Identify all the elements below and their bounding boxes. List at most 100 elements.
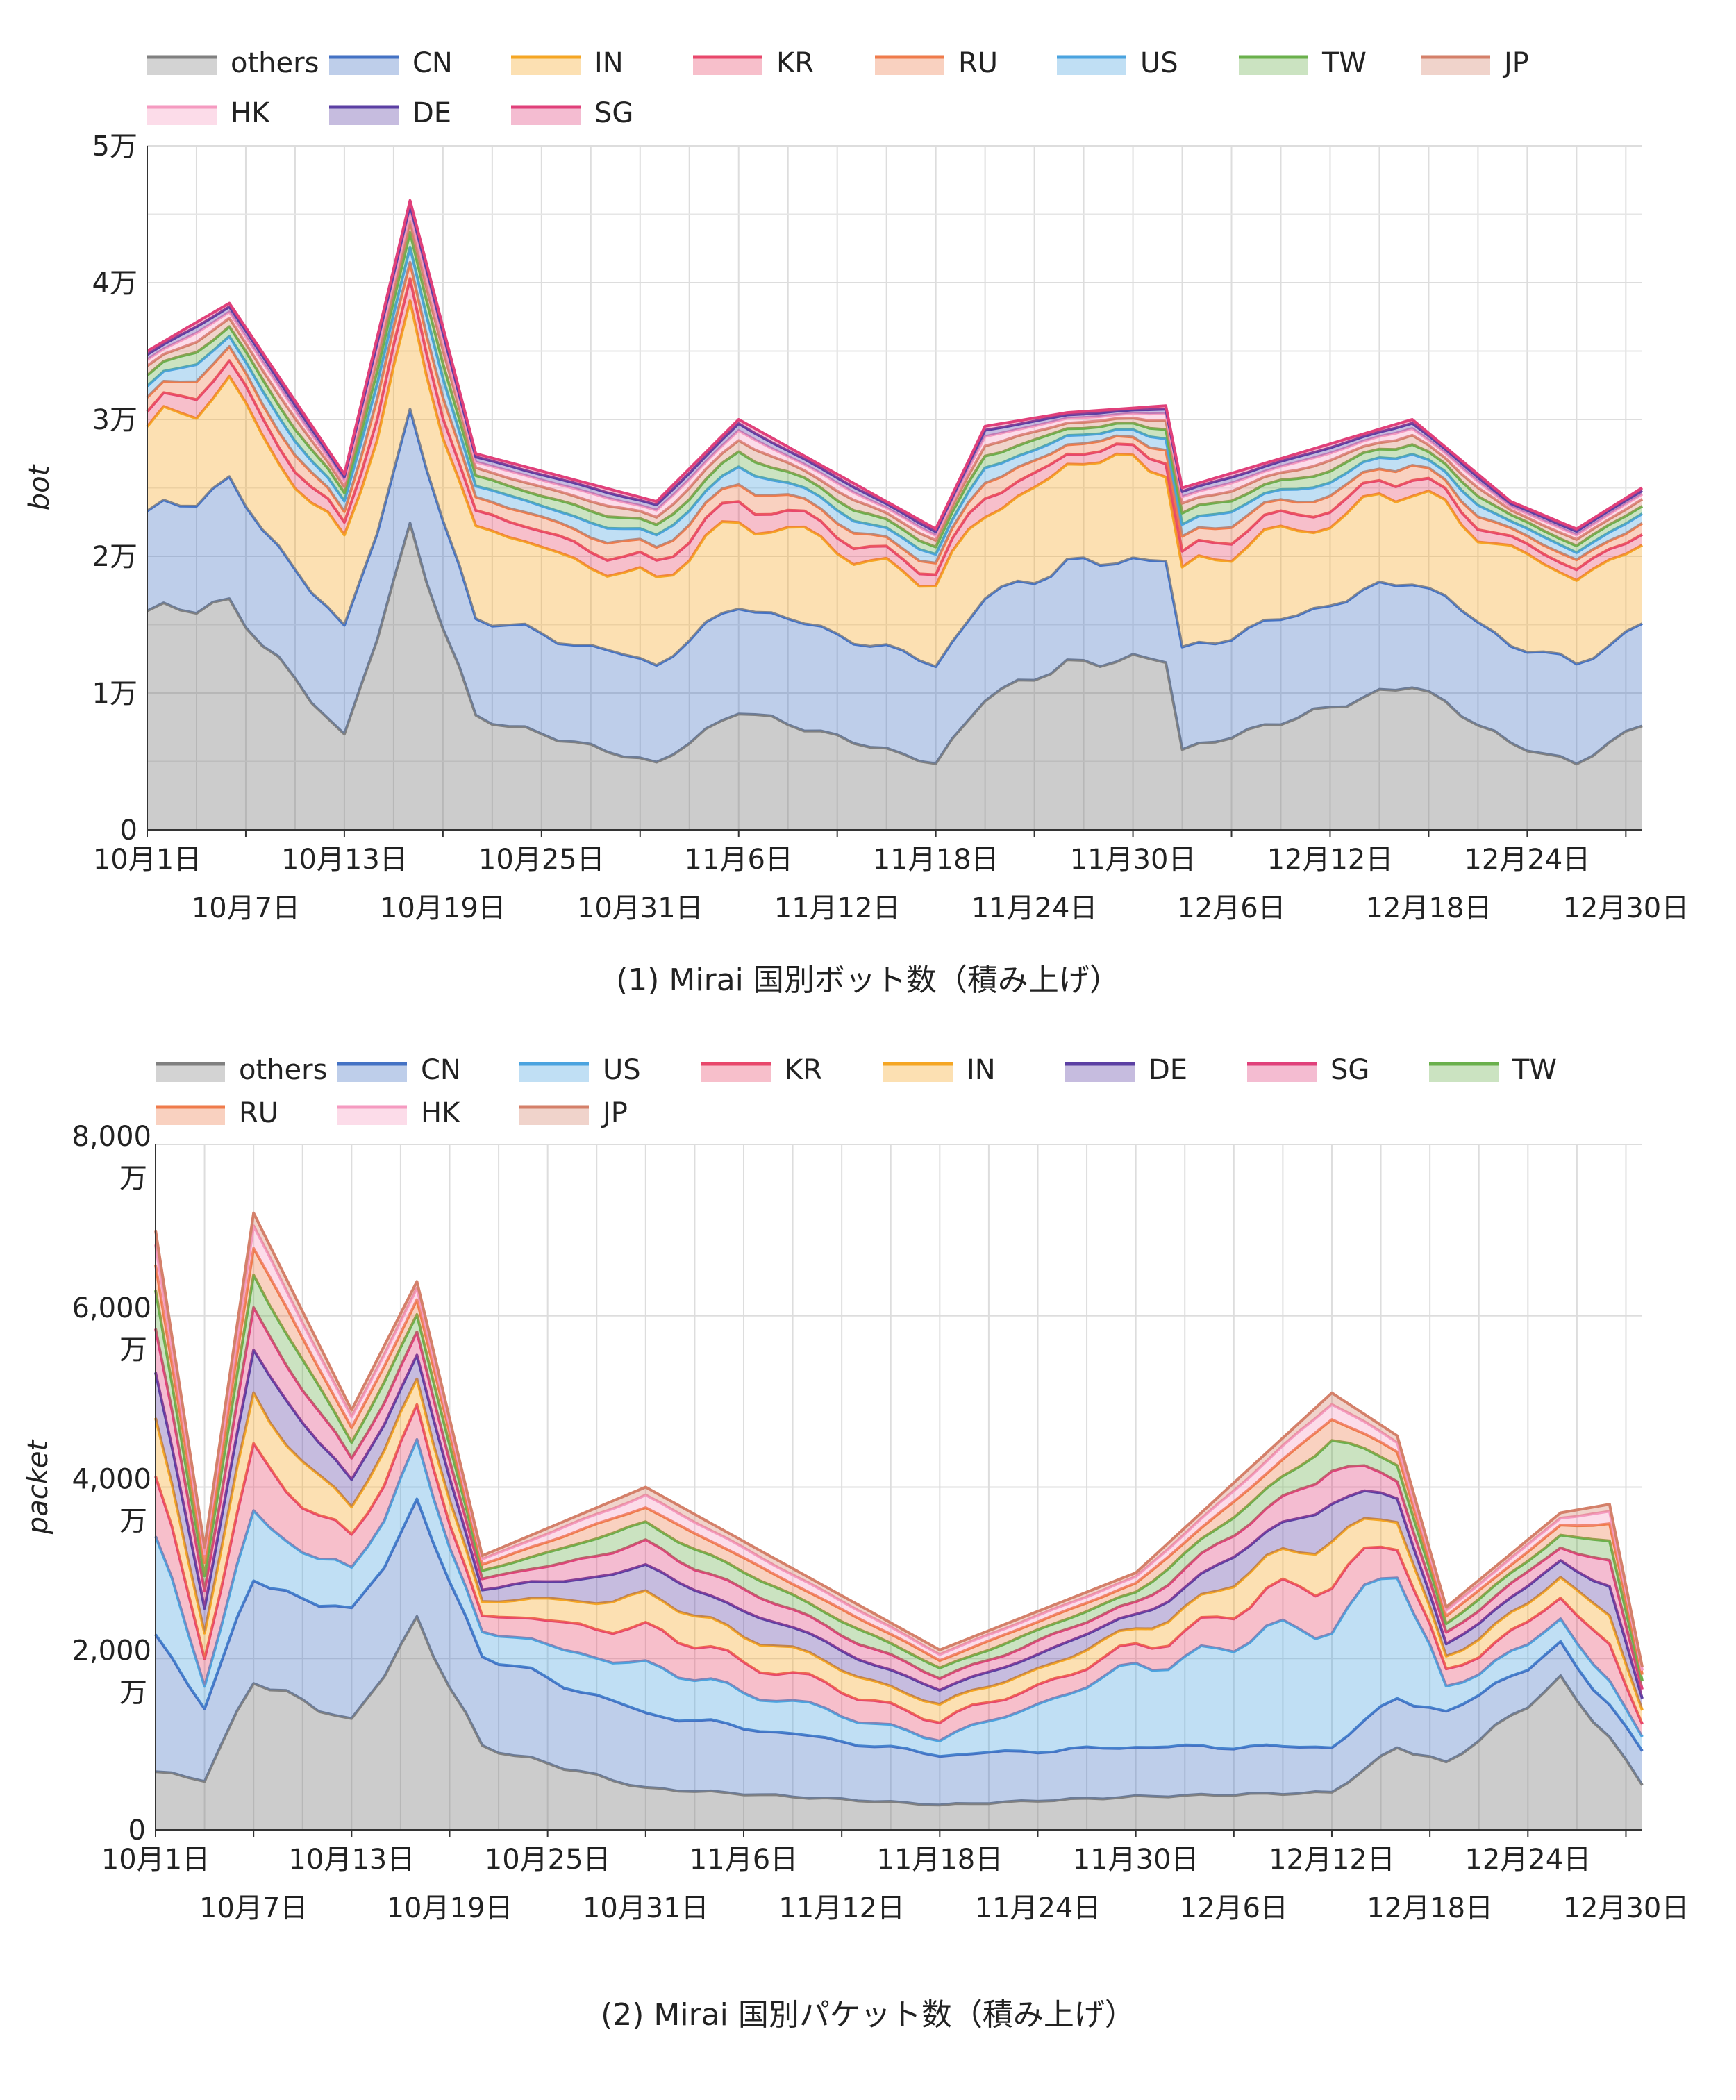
legend-label: DE [1149, 1054, 1187, 1086]
series-line-us [154, 1438, 1644, 1742]
legend-swatch [1239, 57, 1308, 75]
legend-item-others: others [156, 1054, 327, 1086]
legend-label: IN [967, 1054, 996, 1086]
y-tick-label: 4,000 [72, 1464, 151, 1496]
packet-chart-caption: (2) Mirai 国別パケット数（積み上げ） [601, 1997, 1135, 2033]
series-line-in [146, 299, 1643, 588]
series-line-others [147, 522, 1643, 766]
y-tick-label: 2,000 [72, 1635, 151, 1667]
bot-chart-caption: (1) Mirai 国別ボット数（積み上げ） [616, 962, 1120, 998]
series-line-tw [154, 1274, 1644, 1681]
x-tick-labels: 10月1日 10月7日 10月13日 10月19日 10月25日 10月31日 11月6日 1… [93, 830, 1689, 924]
legend-swatch [337, 1107, 407, 1125]
area-others [156, 1616, 1642, 1830]
series-line-jp [154, 1211, 1644, 1667]
legend-label: JP [1502, 47, 1529, 79]
legend-swatch [511, 57, 581, 75]
x-tick-label: 10月31日 [577, 892, 703, 924]
x-tick-label: 12月30日 [1562, 892, 1689, 924]
legend-item-tw: TW [1239, 47, 1367, 79]
legend-swatch [1429, 1064, 1499, 1082]
x-tick-label: 10月19日 [380, 892, 506, 924]
chart-legend: others CN US KR IN DE SG TW RU HK JP [156, 1054, 1557, 1129]
legend-swatch [337, 1064, 407, 1082]
x-tick-label: 11月24日 [975, 1892, 1101, 1924]
legend-swatch [329, 107, 399, 125]
y-tick-label-unit: 万 [119, 1162, 147, 1194]
y-tick-label: 4万 [92, 267, 137, 299]
x-tick-label: 11月18日 [876, 1844, 1003, 1876]
legend-swatch [701, 1064, 771, 1082]
series-line-others [155, 1615, 1644, 1807]
chart-panel-bot: others CN IN KR RU US TW JP HK DE SG 0 1万 2万 3万 4万 5万 bot… [0, 0, 1736, 1021]
x-tick-label: 12月6日 [1180, 1892, 1288, 1924]
area-kr [147, 278, 1642, 587]
area-us [147, 247, 1642, 563]
series-line-ru [154, 1247, 1644, 1676]
y-tick-label: 2万 [92, 541, 137, 573]
legend-swatch [1247, 1064, 1317, 1082]
legend-label: SG [1330, 1054, 1369, 1086]
legend-swatch [329, 57, 399, 75]
stacked-areas [146, 199, 1644, 830]
legend-label: TW [1321, 47, 1367, 79]
y-axis-label: packet [22, 1440, 54, 1535]
x-tick-label: 12月30日 [1563, 1892, 1689, 1924]
legend-item-tw: TW [1429, 1054, 1557, 1086]
legend-label: US [603, 1054, 641, 1086]
series-line-cn [146, 408, 1643, 668]
legend-swatch [156, 1107, 225, 1125]
legend-swatch [693, 57, 762, 75]
series-line-jp [146, 220, 1644, 542]
legend-swatch [1065, 1064, 1135, 1082]
legend-label: TW [1512, 1054, 1557, 1086]
x-tick-label: 10月1日 [101, 1844, 210, 1876]
packet-stacked-area-chart: others CN US KR IN DE SG TW RU HK JP 0 2,000 万 4,000 万 6… [22, 1054, 1689, 1924]
y-tick-label: 5万 [92, 131, 137, 162]
legend-item-cn: CN [337, 1054, 461, 1086]
legend-label: RU [239, 1097, 278, 1129]
y-tick-label: 3万 [92, 404, 137, 436]
y-tick-label: 8,000 [72, 1121, 151, 1153]
series-line-kr [154, 1403, 1644, 1725]
bot-stacked-area-chart: others CN IN KR RU US TW JP HK DE SG 0 1万 2万 3万 4万 5万 bot… [24, 47, 1689, 924]
area-in [147, 301, 1642, 667]
area-others [147, 523, 1642, 830]
series-line-cn [154, 1497, 1644, 1758]
area-us [156, 1439, 1642, 1757]
legend-item-de: DE [1065, 1054, 1187, 1086]
stacked-areas [154, 1211, 1644, 1830]
series-line-us [146, 246, 1644, 556]
legend-item-ru: RU [156, 1097, 278, 1129]
series-line-ru [146, 260, 1644, 565]
legend-item-hk: HK [147, 97, 271, 129]
legend-item-sg: SG [511, 97, 633, 129]
x-tick-labels: 10月1日 10月7日 10月13日 10月19日 10月25日 10月31日 11月6日 1… [101, 1830, 1689, 1924]
x-tick-label: 10月13日 [288, 1844, 415, 1876]
legend-item-hk: HK [337, 1097, 461, 1129]
legend-item-sg: SG [1247, 1054, 1369, 1086]
area-in [156, 1378, 1642, 1724]
x-tick-label: 11月18日 [873, 844, 999, 876]
legend-label: SG [594, 97, 633, 129]
series-line-kr [146, 277, 1643, 576]
legend-item-jp: JP [519, 1097, 628, 1129]
legend-item-us: US [519, 1054, 641, 1086]
legend-item-cn: CN [329, 47, 453, 79]
x-tick-label: 10月7日 [192, 892, 300, 924]
x-tick-label: 11月6日 [685, 844, 793, 876]
x-tick-label: 12月24日 [1464, 1844, 1591, 1876]
legend-label: US [1140, 47, 1178, 79]
x-tick-label: 11月12日 [778, 1892, 905, 1924]
legend-swatch [519, 1064, 589, 1082]
legend-swatch [147, 107, 217, 125]
legend-label: CN [421, 1054, 461, 1086]
legend-label: IN [594, 47, 624, 79]
chart-panel-packet: others CN US KR IN DE SG TW RU HK JP 0 2,000 万 4,000 万 6… [0, 1021, 1736, 2097]
y-tick-label: 0 [128, 1815, 146, 1847]
legend-label: HK [231, 97, 271, 129]
legend-label: KR [776, 47, 814, 79]
legend-swatch [1421, 57, 1490, 75]
x-tick-label: 11月30日 [1070, 844, 1196, 876]
legend-swatch [156, 1064, 225, 1082]
